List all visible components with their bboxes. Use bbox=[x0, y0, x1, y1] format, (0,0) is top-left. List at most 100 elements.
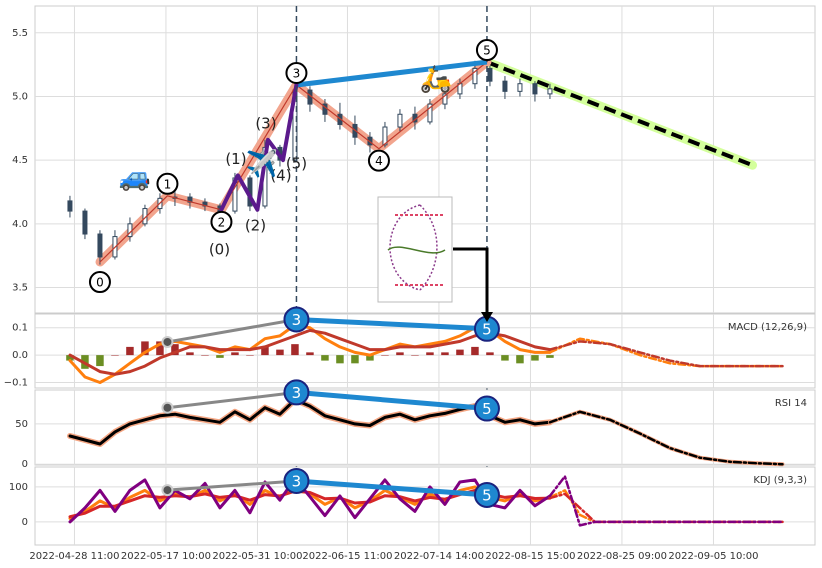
subwave-label: (2) bbox=[245, 216, 266, 234]
divergence-label: 5 bbox=[482, 486, 492, 504]
histogram-bar bbox=[501, 355, 509, 361]
y-tick-label: 0.1 bbox=[12, 323, 28, 334]
arrow bbox=[453, 247, 489, 318]
histogram-bar bbox=[291, 344, 299, 356]
histogram-bar bbox=[516, 355, 524, 364]
y-tick-label: 4.5 bbox=[12, 155, 28, 166]
y-tick-label: 50 bbox=[15, 419, 28, 430]
forecast-line bbox=[548, 410, 784, 466]
subwave-label: (3) bbox=[255, 114, 276, 132]
x-tick-label: 2022-06-15 11:00 bbox=[302, 551, 392, 562]
inset-curve bbox=[387, 246, 446, 254]
histogram-bar bbox=[216, 355, 224, 358]
y-tick-label: 4.0 bbox=[12, 219, 28, 230]
y-tick-label: −0.1 bbox=[4, 378, 28, 389]
candle-body bbox=[97, 233, 103, 258]
series-line bbox=[68, 328, 552, 376]
wave-label: 3 bbox=[293, 66, 301, 80]
candle-body bbox=[547, 88, 553, 95]
inset-curve bbox=[395, 214, 445, 286]
arrow-head bbox=[481, 312, 493, 322]
candle-body bbox=[397, 113, 403, 128]
histogram-bar bbox=[96, 355, 104, 367]
panel-label: MACD (12,26,9) bbox=[728, 322, 807, 333]
y-tick-label: 100 bbox=[9, 482, 28, 493]
panel-label: KDJ (9,3,3) bbox=[753, 475, 807, 486]
histogram-bar bbox=[486, 352, 494, 356]
wave-marker bbox=[475, 39, 498, 62]
divergence-line bbox=[167, 318, 297, 344]
y-tick-label: 3.5 bbox=[12, 283, 28, 294]
candle-body bbox=[82, 210, 88, 235]
candle-body bbox=[67, 200, 73, 212]
candle-body bbox=[442, 93, 448, 105]
candle-body bbox=[472, 67, 478, 85]
histogram-bar bbox=[186, 352, 194, 356]
y-tick-label: 5.0 bbox=[12, 91, 28, 102]
divergence-label: 3 bbox=[292, 384, 302, 402]
candle-body bbox=[382, 126, 388, 146]
histogram-bar bbox=[201, 355, 209, 356]
wave-label: 1 bbox=[164, 177, 172, 191]
candle-body bbox=[502, 80, 508, 92]
candle-body bbox=[532, 83, 538, 95]
histogram-bar bbox=[171, 344, 179, 356]
histogram-bar bbox=[546, 355, 554, 358]
x-tick-label: 2022-05-17 10:00 bbox=[121, 551, 211, 562]
candle-body bbox=[487, 67, 493, 82]
divergence-label: 5 bbox=[482, 400, 492, 418]
forecast-line bbox=[548, 340, 784, 368]
wave-link bbox=[296, 59, 488, 88]
histogram-bar bbox=[111, 355, 119, 356]
divergence-label: 5 bbox=[482, 320, 492, 338]
wave-label: 4 bbox=[375, 154, 383, 168]
subwave-line bbox=[219, 83, 299, 212]
candle-body bbox=[517, 83, 523, 92]
histogram-bar bbox=[66, 355, 74, 361]
divergence-line bbox=[167, 390, 297, 410]
wave-marker bbox=[285, 61, 308, 84]
divergence-label: 3 bbox=[292, 472, 302, 490]
divergence-point bbox=[161, 401, 174, 414]
x-tick-label: 2022-07-14 14:00 bbox=[394, 551, 484, 562]
histogram-bar bbox=[396, 352, 404, 356]
histogram-bar bbox=[411, 355, 419, 356]
divergence-point bbox=[283, 379, 310, 406]
histogram-bar bbox=[276, 349, 284, 356]
histogram-bar bbox=[366, 355, 374, 361]
divergence-point bbox=[473, 481, 500, 508]
wave-label: 0 bbox=[96, 276, 104, 290]
panel-label: RSI 14 bbox=[775, 398, 807, 409]
candle-body bbox=[367, 136, 373, 146]
subwave-label: (1) bbox=[225, 150, 246, 168]
forecast-line bbox=[548, 475, 784, 527]
divergence-point bbox=[161, 335, 174, 348]
histogram-bar bbox=[246, 355, 254, 356]
histogram-bar bbox=[531, 355, 539, 361]
x-tick-label: 2022-05-31 10:00 bbox=[212, 551, 302, 562]
wave-line bbox=[99, 61, 488, 263]
inset-curve bbox=[389, 204, 438, 291]
divergence-point bbox=[161, 484, 174, 497]
subwave-label: (5) bbox=[286, 154, 307, 172]
divergence-line bbox=[296, 389, 488, 412]
forecast-line bbox=[486, 60, 754, 168]
x-tick-label: 2022-08-15 15:00 bbox=[485, 551, 575, 562]
wave-label: 5 bbox=[483, 44, 491, 58]
histogram-bar bbox=[141, 341, 149, 356]
x-tick-label: 2022-04-28 11:00 bbox=[29, 551, 119, 562]
histogram-bar bbox=[426, 352, 434, 356]
subwave-label: (4) bbox=[270, 167, 291, 185]
histogram-bar bbox=[261, 346, 269, 356]
subwave-label: (0) bbox=[209, 240, 230, 258]
series-line bbox=[68, 477, 552, 524]
x-tick-label: 2022-09-05 10:00 bbox=[668, 551, 758, 562]
histogram-bar bbox=[336, 355, 344, 364]
divergence-line bbox=[296, 478, 488, 498]
y-tick-label: 0.0 bbox=[12, 350, 28, 361]
y-tick-label: 5.5 bbox=[12, 28, 28, 39]
histogram-bar bbox=[381, 355, 389, 356]
histogram-bar bbox=[321, 355, 329, 361]
icon: 🚙 bbox=[119, 163, 151, 193]
histogram-bar bbox=[471, 346, 479, 356]
